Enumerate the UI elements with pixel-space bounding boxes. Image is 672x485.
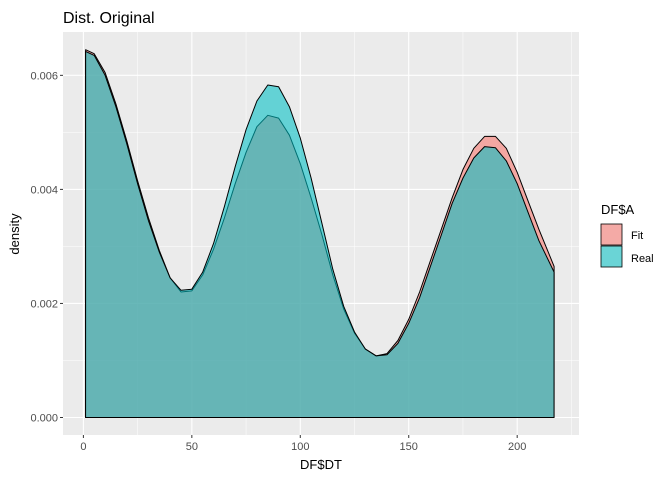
x-axis-label: DF$DT bbox=[300, 457, 342, 472]
density-areas bbox=[85, 49, 555, 418]
y-tick-label: 0.002 bbox=[30, 298, 58, 310]
chart-title: Dist. Original bbox=[63, 10, 155, 27]
legend-title: DF$A bbox=[601, 202, 635, 217]
density-area-real bbox=[85, 50, 555, 418]
x-tick-label: 50 bbox=[186, 441, 198, 453]
x-tick-label: 200 bbox=[508, 441, 526, 453]
x-axis: 0 50 100 150 200 bbox=[80, 435, 526, 453]
y-tick-label: 0.006 bbox=[30, 70, 58, 82]
legend-label-fit: Fit bbox=[631, 230, 643, 242]
legend-key-real bbox=[600, 245, 623, 268]
y-tick-label: 0.000 bbox=[30, 412, 58, 424]
legend: DF$A Fit Real bbox=[600, 202, 654, 268]
x-tick-label: 100 bbox=[291, 441, 309, 453]
y-tick-label: 0.004 bbox=[30, 184, 58, 196]
y-axis: 0.000 0.002 0.004 0.006 bbox=[30, 70, 63, 424]
x-tick-label: 150 bbox=[400, 441, 418, 453]
x-tick-label: 0 bbox=[80, 441, 86, 453]
y-axis-label: density bbox=[7, 213, 22, 255]
legend-key-fit bbox=[600, 223, 623, 246]
legend-label-real: Real bbox=[631, 253, 654, 265]
